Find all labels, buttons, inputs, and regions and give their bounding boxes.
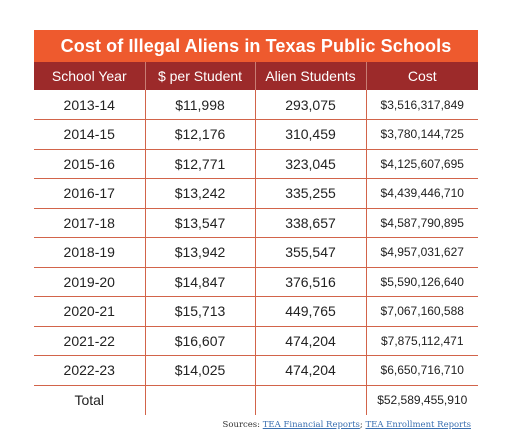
cell-alien-students: 355,547 — [254, 237, 366, 268]
cell-per-student: $13,547 — [144, 208, 255, 238]
table-row: 2015-16 $12,771 323,045 $4,125,607,695 — [34, 149, 478, 179]
cell-school-year: 2020-21 — [34, 296, 145, 327]
table-row: 2017-18 $13,547 338,657 $4,587,790,895 — [34, 208, 478, 238]
cell-school-year: 2015-16 — [34, 149, 145, 179]
table-row: 2014-15 $12,176 310,459 $3,780,144,725 — [34, 119, 478, 150]
cell-alien-students: 338,657 — [254, 208, 366, 238]
cell-alien-students: 323,045 — [254, 149, 366, 179]
sources-separator: ; — [359, 420, 366, 430]
cell-cost: $3,516,317,849 — [365, 90, 478, 120]
cell-cost: $4,125,607,695 — [365, 149, 478, 179]
cell-alien-students: 474,204 — [254, 326, 366, 356]
cell-cost: $4,587,790,895 — [365, 208, 478, 238]
tea-enrollment-reports-link[interactable]: TEA Enrollment Reports — [365, 420, 471, 430]
table-row: 2018-19 $13,942 355,547 $4,957,031,627 — [34, 237, 478, 268]
table-row: 2016-17 $13,242 335,255 $4,439,446,710 — [34, 178, 478, 209]
sources-prefix: Sources: — [222, 420, 263, 430]
cell-school-year: 2017-18 — [34, 208, 145, 238]
total-label: Total — [74, 392, 105, 408]
header-per-student: $ per Student — [144, 62, 255, 90]
cell-cost: $5,590,126,640 — [365, 267, 478, 297]
table-row: 2021-22 $16,607 474,204 $7,875,112,471 — [34, 326, 478, 356]
table-row: 2022-23 $14,025 474,204 $6,650,716,710 — [34, 355, 478, 386]
cell-school-year: 2019-20 — [34, 267, 145, 297]
cell-per-student: $13,242 — [144, 178, 255, 209]
cell-school-year: 2013-14 — [34, 90, 145, 120]
table-row: 2019-20 $14,847 376,516 $5,590,126,640 — [34, 267, 478, 297]
header-cost: Cost — [365, 62, 478, 90]
cell-cost: $4,439,446,710 — [365, 178, 478, 209]
table-row: 2013-14 $11,998 293,075 $3,516,317,849 — [34, 90, 478, 120]
total-empty-cell — [144, 385, 255, 415]
total-empty-cell — [254, 385, 366, 415]
cell-school-year: 2018-19 — [34, 237, 145, 268]
tea-financial-reports-link[interactable]: TEA Financial Reports — [262, 420, 360, 430]
sources-line: Sources: TEA Financial Reports; TEA Enro… — [223, 420, 471, 430]
cell-alien-students: 376,516 — [254, 267, 366, 297]
header-alien-students: Alien Students — [254, 62, 366, 90]
cell-per-student: $11,998 — [144, 90, 255, 120]
cell-per-student: $16,607 — [144, 326, 255, 356]
cell-per-student: $13,942 — [144, 237, 255, 268]
cell-per-student: $12,771 — [144, 149, 255, 179]
cell-school-year: 2021-22 — [34, 326, 145, 356]
header-school-year: School Year — [51, 68, 127, 84]
cell-alien-students: 449,765 — [254, 296, 366, 327]
cell-per-student: $14,025 — [144, 355, 255, 386]
total-cost: $52,589,455,910 — [365, 385, 478, 415]
table-title: Cost of Illegal Aliens in Texas Public S… — [34, 30, 478, 62]
cell-school-year: 2022-23 — [34, 355, 145, 386]
cell-cost: $6,650,716,710 — [365, 355, 478, 386]
cell-school-year: 2016-17 — [34, 178, 145, 209]
header-row: School Year $ per Student Alien Students… — [34, 62, 478, 90]
total-row: Total $52,589,455,910 — [34, 385, 478, 415]
cell-school-year: 2014-15 — [34, 119, 145, 150]
table-row: 2020-21 $15,713 449,765 $7,067,160,588 — [34, 296, 478, 327]
cell-cost: $7,875,112,471 — [365, 326, 478, 356]
cell-alien-students: 293,075 — [254, 90, 366, 120]
cell-cost: $7,067,160,588 — [365, 296, 478, 327]
cell-per-student: $15,713 — [144, 296, 255, 327]
cost-table: School Year $ per Student Alien Students… — [34, 62, 478, 415]
cell-cost: $4,957,031,627 — [365, 237, 478, 268]
cell-alien-students: 310,459 — [254, 119, 366, 150]
cell-alien-students: 474,204 — [254, 355, 366, 386]
table-body: 2013-14 $11,998 293,075 $3,516,317,849 2… — [34, 90, 478, 415]
cell-cost: $3,780,144,725 — [365, 119, 478, 150]
cell-per-student: $14,847 — [144, 267, 255, 297]
table-header: School Year $ per Student Alien Students… — [34, 62, 478, 90]
cell-per-student: $12,176 — [144, 119, 255, 150]
cell-alien-students: 335,255 — [254, 178, 366, 209]
cost-table-container: Cost of Illegal Aliens in Texas Public S… — [34, 30, 478, 415]
